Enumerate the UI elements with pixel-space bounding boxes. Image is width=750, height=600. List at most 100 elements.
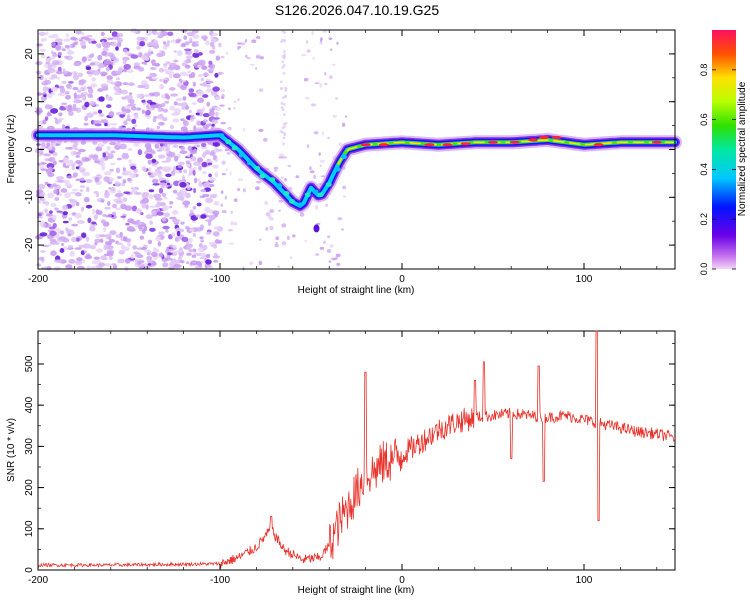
noise-cell — [201, 171, 207, 175]
noise-cell — [126, 114, 131, 120]
noise-cell — [172, 73, 181, 79]
noise-cell — [49, 184, 58, 188]
noise-cell — [192, 205, 197, 210]
noise-cell — [151, 178, 159, 184]
ridge-blob — [283, 191, 290, 196]
noise-cell — [54, 259, 62, 264]
noise-cell — [110, 150, 116, 154]
noise-cell — [51, 214, 57, 220]
noise-cell — [120, 89, 128, 95]
noise-cell — [176, 102, 183, 106]
snr-x-tick-label: 0 — [399, 575, 405, 586]
noise-cell — [192, 248, 197, 252]
noise-cell — [321, 131, 324, 136]
noise-cell — [228, 242, 234, 245]
noise-cell — [162, 41, 167, 45]
noise-cell — [208, 177, 216, 182]
noise-cell — [184, 64, 191, 69]
noise-cell — [283, 39, 286, 42]
noise-cell — [181, 42, 186, 47]
noise-cell — [310, 103, 317, 107]
noise-cell — [168, 216, 177, 220]
noise-cell — [287, 235, 290, 240]
snr-y-tick-label: 200 — [24, 479, 35, 496]
noise-cell — [259, 56, 264, 60]
noise-cell — [181, 188, 186, 195]
noise-cell — [170, 258, 177, 263]
noise-cell — [144, 151, 149, 155]
noise-cell — [113, 85, 120, 91]
noise-cell — [59, 230, 65, 235]
noise-cell — [124, 170, 132, 176]
noise-cell — [201, 142, 207, 148]
noise-cell — [141, 54, 149, 61]
noise-cell — [54, 38, 63, 43]
noise-cell — [214, 72, 219, 78]
noise-cell — [90, 265, 99, 269]
noise-cell — [139, 235, 145, 240]
noise-cell — [153, 256, 157, 260]
noise-cell — [281, 156, 287, 159]
noise-cell — [61, 243, 65, 246]
noise-cell — [69, 251, 75, 257]
noise-cell — [182, 96, 187, 101]
noise-cell — [123, 63, 131, 70]
noise-cell — [215, 111, 219, 117]
noise-cell — [306, 144, 309, 149]
noise-cell — [90, 83, 98, 88]
noise-cell — [146, 114, 151, 119]
noise-cell — [299, 212, 305, 217]
noise-cell — [212, 164, 219, 169]
noise-cell — [109, 230, 117, 236]
noise-cell — [325, 203, 329, 207]
noise-cell — [111, 211, 117, 216]
noise-cell — [104, 122, 108, 127]
noise-cell — [215, 55, 220, 61]
noise-cell — [45, 266, 52, 271]
noise-cell — [82, 91, 88, 95]
noise-cell — [258, 128, 264, 132]
noise-cell — [180, 221, 185, 225]
noise-cell — [335, 256, 338, 260]
noise-cell — [284, 178, 287, 182]
noise-cell — [202, 182, 209, 188]
noise-cell — [245, 54, 248, 59]
noise-cell — [179, 80, 183, 84]
noise-cell — [78, 166, 84, 170]
noise-cell — [95, 61, 102, 65]
noise-cell — [122, 58, 127, 65]
noise-cell — [188, 249, 194, 252]
noise-cell — [110, 54, 116, 61]
noise-cell — [69, 191, 76, 195]
noise-cell — [175, 39, 181, 44]
noise-cell — [197, 157, 204, 163]
ridge-hotspot — [460, 142, 471, 146]
noise-cell — [188, 228, 195, 232]
noise-cell — [319, 42, 323, 45]
snr-plot-area — [37, 330, 676, 571]
noise-cell — [73, 62, 81, 67]
noise-cell — [205, 231, 212, 235]
noise-cell — [59, 248, 65, 253]
noise-cell — [47, 166, 53, 173]
noise-cell — [67, 233, 72, 237]
noise-cell — [68, 110, 74, 116]
noise-cell — [202, 153, 207, 158]
noise-cell — [96, 248, 104, 253]
noise-cell — [227, 229, 233, 232]
noise-cell — [170, 170, 176, 176]
noise-cell — [237, 46, 240, 50]
noise-cell — [137, 67, 145, 72]
noise-cell — [213, 252, 218, 256]
noise-cell — [181, 107, 187, 110]
noise-cell — [277, 265, 281, 268]
noise-cell — [71, 188, 79, 192]
noise-cell — [157, 107, 162, 113]
noise-cell — [100, 71, 108, 76]
noise-cell — [158, 68, 165, 73]
noise-cell — [42, 244, 50, 248]
noise-cell — [166, 95, 171, 100]
noise-cell — [332, 114, 337, 118]
noise-cell — [78, 148, 86, 153]
figure-title: S126.2026.047.10.19.G25 — [275, 2, 439, 18]
